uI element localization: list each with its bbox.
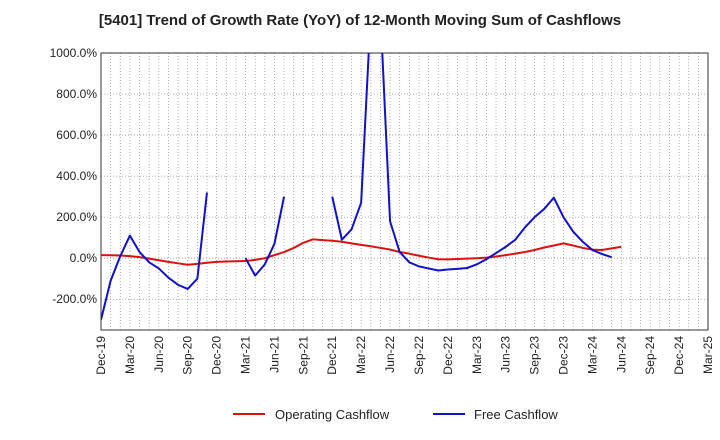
x-tick-label: Mar-22 xyxy=(354,336,368,374)
y-tick-label: 1000.0% xyxy=(50,46,98,60)
x-tick-label: Dec-19 xyxy=(94,336,108,375)
y-tick-label: 600.0% xyxy=(56,128,97,142)
x-tick-label: Mar-24 xyxy=(585,336,599,374)
x-tick-label: Mar-20 xyxy=(123,336,137,374)
legend-label-free-cashflow: Free Cashflow xyxy=(474,407,558,422)
x-tick-label: Dec-20 xyxy=(210,336,224,375)
x-tick-label: Dec-24 xyxy=(672,336,686,375)
x-tick-label: Sep-24 xyxy=(643,336,657,375)
x-tick-label: Mar-21 xyxy=(239,336,253,374)
x-tick-label: Sep-23 xyxy=(528,336,542,375)
x-tick-label: Sep-22 xyxy=(412,336,426,375)
y-tick-label: 200.0% xyxy=(56,210,97,224)
operating-cashflow-line xyxy=(101,238,622,266)
plot-area xyxy=(101,53,708,330)
x-tick-label: Sep-20 xyxy=(181,336,195,375)
x-tick-label: Dec-22 xyxy=(441,336,455,375)
x-tick-label: Jun-21 xyxy=(267,336,281,373)
x-tick-label: Jun-23 xyxy=(499,336,513,373)
x-tick-label: Sep-21 xyxy=(296,336,310,375)
y-tick-label: -200.0% xyxy=(52,292,97,306)
x-tick-label: Dec-23 xyxy=(556,336,570,375)
x-tick-label: Jun-22 xyxy=(383,336,397,373)
plot-border xyxy=(100,52,709,331)
x-tick-label: Mar-23 xyxy=(470,336,484,374)
legend-label-operating-cashflow: Operating Cashflow xyxy=(275,407,390,422)
y-tick-label: 0.0% xyxy=(70,251,98,265)
x-tick-label: Jun-24 xyxy=(614,336,628,373)
y-tick-label: 400.0% xyxy=(56,169,97,183)
free-cashflow-line xyxy=(101,53,612,320)
x-tick-label: Dec-21 xyxy=(325,336,339,375)
x-tick-label: Mar-25 xyxy=(701,336,715,374)
y-tick-label: 800.0% xyxy=(56,87,97,101)
x-tick-label: Jun-20 xyxy=(152,336,166,373)
chart-title: [5401] Trend of Growth Rate (YoY) of 12-… xyxy=(98,12,622,29)
